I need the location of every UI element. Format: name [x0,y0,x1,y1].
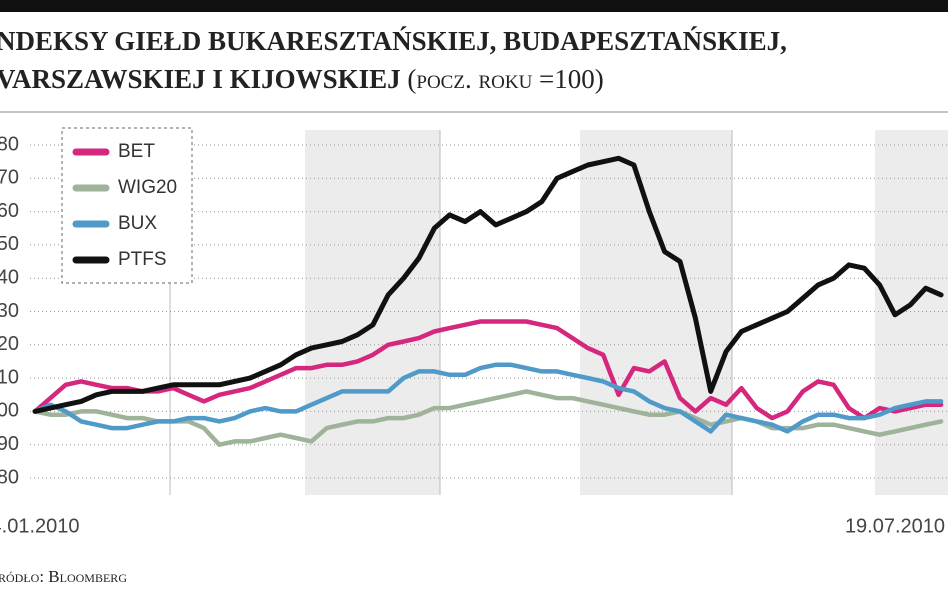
band [305,130,440,495]
y-tick-label: 160 [0,200,19,222]
y-tick-label: 140 [0,266,19,288]
y-tick-label: 130 [0,300,19,322]
legend-label: BET [118,141,155,162]
chart-subtitle: (pocz. roku =100) [407,64,603,94]
y-tick-label: 110 [0,366,19,388]
y-tick-label: 170 [0,167,19,189]
legend-label: BUX [118,213,157,234]
y-tick-label: 90 [0,433,19,455]
y-tick-label: 80 [0,466,19,488]
series-line [32,319,944,421]
legend-label: PTFS [118,249,167,270]
top-rule [0,0,948,12]
series-line [32,155,944,414]
month-bands [169,130,948,495]
y-tick-label: 100 [0,400,19,422]
chart-title: NDEKSY GIEŁD BUKARESZTAŃSKIEJ, BUDAPESZT… [0,26,787,56]
legend-label: WIG20 [118,177,177,198]
chart-title: VARSZAWSKIEJ I KIJOWSKIEJ (pocz. roku =1… [0,64,604,94]
y-tick-label: 180 [0,133,19,155]
y-tick-label: 150 [0,233,19,255]
series-line [32,362,944,434]
band [875,130,948,495]
x-tick-label: 4.01.2010 [0,515,79,537]
band [580,130,732,495]
x-tick-label: 19.07.2010 [845,515,945,537]
chart-title: VARSZAWSKIEJ I KIJOWSKIEJ [0,64,401,94]
source: ródło: Bloomberg [0,567,127,586]
y-tick-label: 120 [0,333,19,355]
